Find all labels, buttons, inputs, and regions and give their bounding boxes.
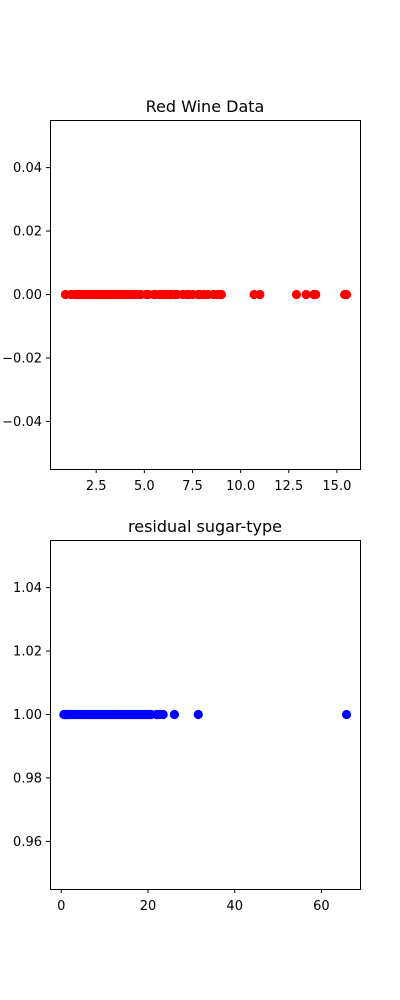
- data-points: [60, 289, 352, 300]
- data-point: [158, 709, 168, 720]
- y-tick-label: 1.00: [13, 708, 42, 723]
- data-point: [216, 289, 226, 300]
- data-point: [341, 289, 352, 300]
- x-axis: 0 20 40 60: [57, 889, 330, 914]
- data-point: [341, 709, 352, 720]
- y-tick-label: 1.02: [13, 645, 42, 660]
- y-axis: −0.04 −0.02 0.00 0.02 0.04: [2, 161, 50, 430]
- x-tick-label: 15.0: [322, 479, 351, 494]
- x-tick-label: 40: [226, 899, 243, 914]
- data-point: [193, 709, 203, 720]
- y-tick-label: 1.04: [13, 581, 42, 596]
- y-tick-label: 0.98: [13, 771, 42, 786]
- x-tick-label: 7.5: [182, 479, 203, 494]
- x-tick-label: 10.0: [226, 479, 255, 494]
- y-tick-label: 0.04: [13, 161, 42, 176]
- y-tick-label: −0.02: [2, 351, 42, 366]
- axes-frame: [50, 120, 361, 470]
- y-tick-label: 0.00: [13, 288, 42, 303]
- subplot-red-wine: Red Wine Data 2.5 5.0 7.5 10.0 12.5 15.0 −0.0…: [2, 97, 361, 494]
- y-tick-label: 0.02: [13, 225, 42, 240]
- y-tick-label: 0.96: [13, 835, 42, 850]
- chart-title: residual sugar-type: [128, 517, 282, 536]
- y-tick-label: −0.04: [2, 415, 42, 430]
- data-point: [291, 289, 302, 300]
- axes-frame: [50, 540, 361, 890]
- chart-title: Red Wine Data: [146, 97, 265, 116]
- data-point: [301, 289, 311, 300]
- x-tick-label: 12.5: [274, 479, 303, 494]
- y-axis: 0.96 0.98 1.00 1.02 1.04: [13, 581, 50, 850]
- x-tick-label: 20: [140, 899, 157, 914]
- x-tick-label: 2.5: [86, 479, 107, 494]
- x-tick-label: 0: [57, 899, 65, 914]
- x-tick-label: 60: [313, 899, 330, 914]
- x-tick-label: 5.0: [134, 479, 155, 494]
- data-points: [59, 709, 352, 720]
- data-point: [255, 289, 265, 300]
- data-point: [311, 289, 321, 300]
- subplot-residual-sugar: residual sugar-type 0 20 40 60 0.96 0.98 1.00…: [13, 517, 361, 914]
- data-point: [169, 709, 180, 720]
- x-axis: 2.5 5.0 7.5 10.0 12.5 15.0: [86, 469, 351, 494]
